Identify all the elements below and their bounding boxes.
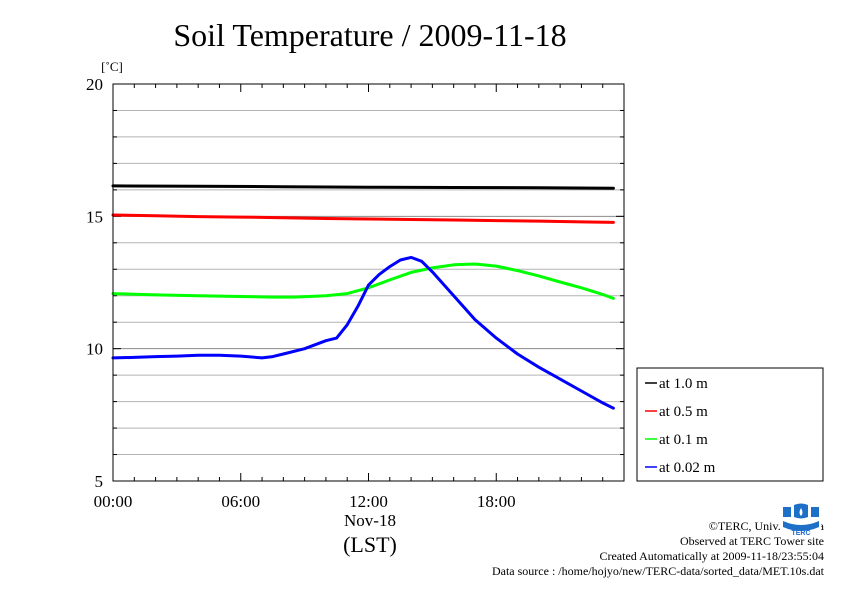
legend-item: at 1.0 m	[645, 376, 708, 392]
y-axis-unit-label: [˚C]	[101, 59, 123, 74]
axis-ticks	[112, 83, 625, 482]
legend-box	[636, 367, 824, 482]
y-tick-label: 10	[86, 340, 103, 359]
x-tick-label: 00:00	[94, 492, 133, 511]
copyright-text: ©TERC, Univ. Tsukuba	[708, 519, 824, 533]
y-tick-label: 5	[95, 472, 104, 491]
x-tick-labels: 00:00 06:00 12:00 18:00	[94, 492, 516, 511]
site-text: Observed at TERC Tower site	[679, 534, 824, 548]
grid-lines	[113, 109, 624, 456]
legend-item: at 0.1 m	[645, 432, 708, 448]
x-date-label: Nov-18	[344, 511, 396, 530]
series-line-at-1-0-m	[111, 184, 615, 190]
y-tick-label: 20	[86, 75, 103, 94]
legend-label: at 1.0 m	[659, 376, 708, 392]
series-line-at-0-1-m	[111, 262, 615, 300]
legend-item: at 0.02 m	[645, 460, 716, 476]
x-axis-label: (LST)	[343, 532, 397, 557]
legend-label: at 0.1 m	[659, 432, 708, 448]
y-tick-label: 15	[86, 207, 103, 226]
series-line-at-0-5-m	[111, 213, 615, 224]
created-text: Created Automatically at 2009-11-18/23:5…	[599, 549, 824, 563]
chart-title: Soil Temperature / 2009-11-18	[173, 17, 566, 53]
terc-logo: TERC	[781, 503, 821, 537]
legend-label: at 0.02 m	[659, 460, 716, 476]
legend-label: at 0.5 m	[659, 404, 708, 420]
x-tick-label: 18:00	[477, 492, 516, 511]
x-tick-label: 06:00	[221, 492, 260, 511]
legend: at 1.0 m at 0.5 m at 0.1 m at 0.02 m	[636, 367, 824, 482]
x-tick-label: 12:00	[349, 492, 388, 511]
legend-item: at 0.5 m	[645, 404, 708, 420]
series-line-at-0-02-m	[111, 255, 615, 410]
series-lines	[111, 184, 615, 410]
data-source-text: Data source : /home/hojyo/new/TERC-data/…	[491, 564, 824, 578]
terc-logo-text: TERC	[791, 530, 810, 537]
plot-frame	[112, 83, 625, 482]
y-tick-labels: 20 15 10 5	[86, 75, 103, 491]
